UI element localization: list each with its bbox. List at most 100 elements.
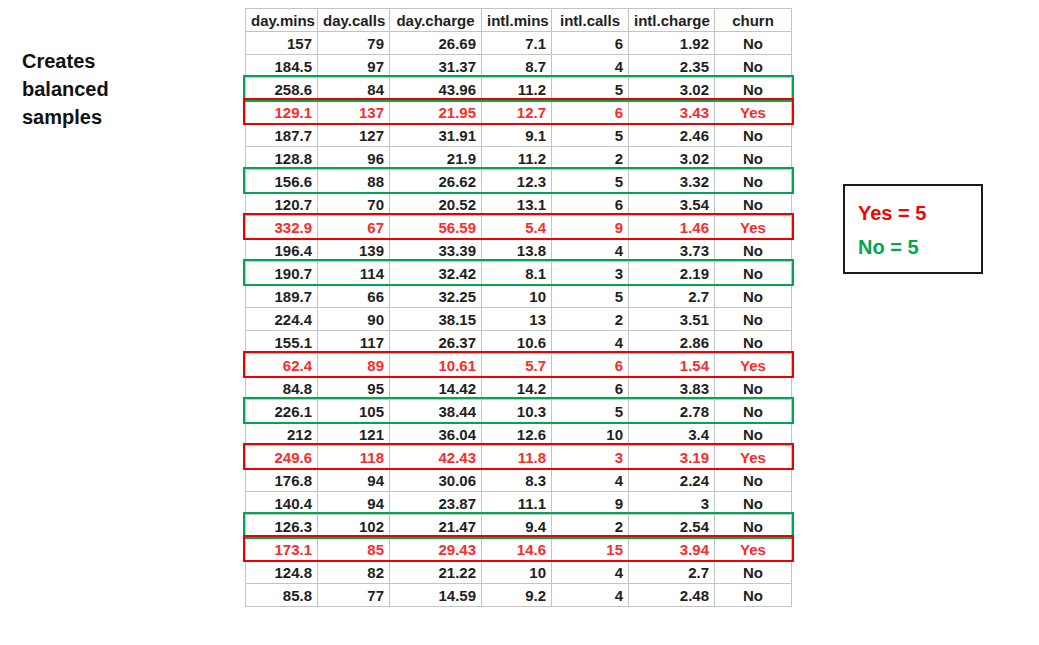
- table-cell: 121: [318, 423, 390, 446]
- table-cell: 2.86: [629, 331, 715, 354]
- table-cell: 10: [482, 561, 552, 584]
- column-header: intl.mins: [482, 9, 552, 32]
- table-cell: 2.7: [629, 285, 715, 308]
- table-cell: 2: [552, 308, 629, 331]
- table-cell: 32.25: [390, 285, 482, 308]
- table-cell: 89: [318, 354, 390, 377]
- table-cell: 95: [318, 377, 390, 400]
- table-cell: 3.83: [629, 377, 715, 400]
- table-cell: 30.06: [390, 469, 482, 492]
- table-cell: 56.59: [390, 216, 482, 239]
- table-cell: 2.78: [629, 400, 715, 423]
- table-cell: 126.3: [246, 515, 318, 538]
- table-cell: 184.5: [246, 55, 318, 78]
- table-cell: 2.24: [629, 469, 715, 492]
- table-cell: No: [715, 262, 792, 285]
- table-cell: 140.4: [246, 492, 318, 515]
- table-cell: 1.46: [629, 216, 715, 239]
- table-cell: Yes: [715, 538, 792, 561]
- table-cell: No: [715, 170, 792, 193]
- table-cell: 66: [318, 285, 390, 308]
- table-cell: 102: [318, 515, 390, 538]
- table-row: 84.89514.4214.263.83No: [246, 377, 792, 400]
- table-cell: 258.6: [246, 78, 318, 101]
- table-cell: 10.3: [482, 400, 552, 423]
- table-cell: No: [715, 515, 792, 538]
- table-cell: 79: [318, 32, 390, 55]
- table-row: 189.76632.251052.7No: [246, 285, 792, 308]
- table-cell: 67: [318, 216, 390, 239]
- table-row: 1577926.697.161.92No: [246, 32, 792, 55]
- table-row: 332.96756.595.491.46Yes: [246, 216, 792, 239]
- table-cell: 155.1: [246, 331, 318, 354]
- table-cell: 120.7: [246, 193, 318, 216]
- churn-table: day.minsday.callsday.chargeintl.minsintl…: [245, 8, 792, 607]
- table-cell: 36.04: [390, 423, 482, 446]
- table-cell: No: [715, 32, 792, 55]
- table-cell: No: [715, 423, 792, 446]
- table-cell: 2.35: [629, 55, 715, 78]
- column-header: day.charge: [390, 9, 482, 32]
- table-cell: 70: [318, 193, 390, 216]
- table-cell: 6: [552, 193, 629, 216]
- table-cell: No: [715, 78, 792, 101]
- table-cell: 224.4: [246, 308, 318, 331]
- table-cell: 10.61: [390, 354, 482, 377]
- table-cell: 85.8: [246, 584, 318, 607]
- table-cell: 1.54: [629, 354, 715, 377]
- table-cell: 3.19: [629, 446, 715, 469]
- table-cell: 4: [552, 55, 629, 78]
- table-row: 173.18529.4314.6153.94Yes: [246, 538, 792, 561]
- table-cell: Yes: [715, 101, 792, 124]
- table-cell: 21.47: [390, 515, 482, 538]
- table-cell: 8.1: [482, 262, 552, 285]
- table-cell: No: [715, 124, 792, 147]
- table-cell: 249.6: [246, 446, 318, 469]
- table-cell: 1.92: [629, 32, 715, 55]
- table-row: 224.49038.151323.51No: [246, 308, 792, 331]
- table-cell: 190.7: [246, 262, 318, 285]
- table-cell: 176.8: [246, 469, 318, 492]
- table-cell: 3.4: [629, 423, 715, 446]
- header-row: day.minsday.callsday.chargeintl.minsintl…: [246, 9, 792, 32]
- table-cell: 62.4: [246, 354, 318, 377]
- table-cell: 38.15: [390, 308, 482, 331]
- table-cell: 157: [246, 32, 318, 55]
- table-cell: 10: [482, 285, 552, 308]
- table-cell: 9: [552, 216, 629, 239]
- table-cell: 11.1: [482, 492, 552, 515]
- table-cell: 8.7: [482, 55, 552, 78]
- table-cell: No: [715, 561, 792, 584]
- table-row: 120.77020.5213.163.54No: [246, 193, 792, 216]
- table-cell: 5: [552, 170, 629, 193]
- table-cell: 26.37: [390, 331, 482, 354]
- column-header: churn: [715, 9, 792, 32]
- table-row: 62.48910.615.761.54Yes: [246, 354, 792, 377]
- table-cell: 94: [318, 469, 390, 492]
- table-cell: 137: [318, 101, 390, 124]
- table-cell: No: [715, 55, 792, 78]
- table-row: 140.49423.8711.193No: [246, 492, 792, 515]
- table-cell: 84.8: [246, 377, 318, 400]
- table-cell: 2.54: [629, 515, 715, 538]
- table-cell: Yes: [715, 216, 792, 239]
- table-row: 129.113721.9512.763.43Yes: [246, 101, 792, 124]
- table-row: 21212136.0412.6103.4No: [246, 423, 792, 446]
- legend-box: Yes = 5 No = 5: [843, 184, 983, 274]
- table-cell: 127: [318, 124, 390, 147]
- table-cell: 10: [552, 423, 629, 446]
- table-cell: 13.1: [482, 193, 552, 216]
- table-cell: 3.32: [629, 170, 715, 193]
- table-cell: 156.6: [246, 170, 318, 193]
- table-cell: No: [715, 377, 792, 400]
- table-cell: 2: [552, 147, 629, 170]
- table-cell: 2.46: [629, 124, 715, 147]
- table-cell: No: [715, 400, 792, 423]
- table-cell: 10.6: [482, 331, 552, 354]
- table-cell: 3.43: [629, 101, 715, 124]
- table-cell: 77: [318, 584, 390, 607]
- table-cell: No: [715, 584, 792, 607]
- table-cell: 3: [629, 492, 715, 515]
- table-cell: 8.3: [482, 469, 552, 492]
- table-cell: 5: [552, 285, 629, 308]
